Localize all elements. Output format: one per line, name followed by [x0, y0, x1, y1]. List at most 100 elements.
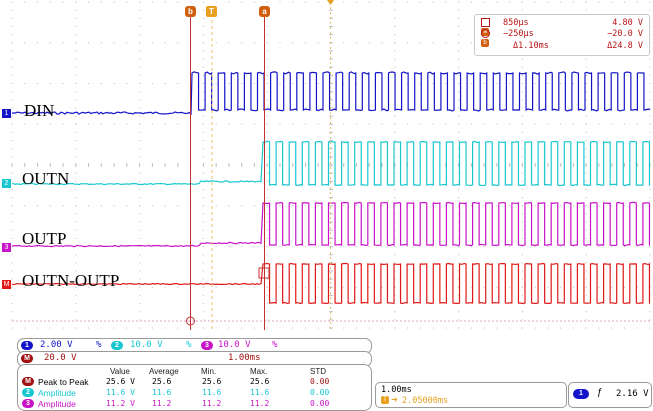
grid-dot	[151, 83, 153, 84]
cursor-b-marker[interactable]: b	[185, 6, 196, 17]
grid-dot	[483, 327, 485, 329]
grid-dot	[509, 327, 511, 329]
grid-dot	[368, 42, 370, 44]
grid-dot	[292, 42, 294, 44]
grid-dot	[266, 156, 268, 158]
grid-dot	[75, 205, 77, 207]
grid-dot	[75, 270, 77, 272]
center-marker	[327, 0, 334, 5]
grid-dot	[649, 262, 651, 264]
grid-dot	[623, 327, 625, 329]
meas-row[interactable]: 3 Amplitude 11.2 V 11.2 11.2 11.2 0.00	[18, 399, 371, 409]
grid-dot	[458, 294, 460, 296]
grid-dot	[649, 188, 651, 190]
grid-dot	[266, 294, 268, 296]
grid-dot	[483, 246, 485, 247]
grid-dot	[547, 1, 549, 3]
math-ground-marker[interactable]: M	[2, 280, 11, 289]
grid-dot	[266, 115, 268, 117]
grid-dot	[139, 221, 141, 223]
grid-dot	[394, 205, 396, 207]
grid-dot	[139, 66, 141, 68]
grid-dot	[228, 42, 230, 44]
grid-dot	[253, 42, 255, 44]
grid-dot	[317, 246, 319, 247]
grid-dot	[419, 42, 421, 44]
cursor-a-marker[interactable]: a	[259, 6, 270, 17]
meas-row-value: 25.6 V	[106, 377, 135, 386]
grid-dot	[202, 25, 204, 27]
grid-dot	[279, 205, 281, 207]
grid-dot	[279, 123, 281, 125]
grid-dot	[649, 131, 651, 133]
grid-dot	[521, 74, 523, 76]
grid-dot	[623, 246, 625, 247]
ch1-badge[interactable]: 1	[21, 341, 33, 350]
grid-dot	[585, 294, 587, 296]
grid-dot	[407, 123, 409, 125]
ch2-ground-marker[interactable]: 2	[2, 179, 11, 188]
grid-dot	[151, 123, 153, 125]
grid-dot	[164, 42, 166, 44]
grid-dot	[266, 91, 268, 93]
grid-dot	[202, 327, 204, 329]
grid-dot	[11, 229, 13, 231]
meas-row[interactable]: M Peak to Peak 25.6 V 25.6 25.6 25.6 0.0…	[18, 377, 371, 387]
trigger-settings-box[interactable]: 1 ƒ 2.16 V	[568, 382, 652, 408]
grid-dot	[458, 1, 460, 3]
grid-dot	[37, 205, 39, 207]
grid-dot	[547, 123, 549, 125]
ch2-badge[interactable]: 2	[111, 341, 123, 350]
ch2-scale[interactable]: 10.0 V	[130, 340, 163, 350]
grid-dot	[164, 286, 166, 288]
math-scale[interactable]: 20.0 V	[44, 353, 77, 363]
math-badge[interactable]: M	[21, 354, 33, 363]
grid-dot	[75, 1, 77, 3]
grid-dot	[432, 1, 434, 3]
grid-dot	[649, 17, 651, 19]
grid-dot	[521, 319, 523, 321]
grid-dot	[649, 197, 651, 199]
grid-dot	[343, 42, 345, 44]
ch3-scale[interactable]: 10.0 V	[218, 340, 251, 350]
outp-label: OUTP	[22, 229, 67, 248]
meas-row-badge: 3	[22, 399, 34, 408]
grid-dot	[649, 254, 651, 256]
grid-dot	[585, 213, 587, 215]
grid-dot	[521, 180, 523, 182]
grid-dot	[432, 123, 434, 125]
grid-dot	[49, 83, 51, 84]
grid-dot	[470, 327, 472, 329]
grid-dot	[636, 246, 638, 247]
grid-dot	[266, 319, 268, 321]
grid-dot	[202, 270, 204, 272]
grid-dot	[407, 1, 409, 3]
ch1-ground-marker[interactable]: 1	[2, 109, 11, 118]
waveform-traces	[11, 71, 651, 305]
grid-dot	[126, 286, 128, 288]
timebase-value[interactable]: 1.00ms	[228, 353, 261, 363]
ch1-scale[interactable]: 2.00 V	[40, 340, 73, 350]
grid-dot	[11, 99, 13, 101]
grid-dot	[381, 42, 383, 44]
ch3-ground-marker[interactable]: 3	[2, 243, 11, 252]
grid-dot	[458, 172, 460, 174]
grid-dot	[202, 229, 204, 231]
ch3-badge[interactable]: 3	[201, 341, 213, 350]
grid-dot	[585, 148, 587, 150]
grid-dot	[75, 9, 77, 11]
grid-dot	[266, 286, 268, 288]
grid-dot	[266, 42, 268, 44]
grid-dot	[139, 294, 141, 296]
meas-row[interactable]: 2 Amplitude 11.6 V 11.6 11.6 11.6 0.00	[18, 388, 371, 398]
grid-dot	[585, 115, 587, 117]
grid-dot	[202, 213, 204, 215]
grid-dot	[37, 246, 39, 247]
din-trace	[12, 71, 651, 116]
grid-dot	[521, 254, 523, 256]
grid-dot	[521, 270, 523, 272]
horizontal-timebase-box[interactable]: 1.00ms T ➜ 2.05000ms	[375, 382, 567, 408]
trigger-level: 2.16 V	[616, 389, 649, 399]
trigger-position-marker[interactable]: T	[206, 6, 217, 17]
grid-dot	[572, 246, 574, 247]
